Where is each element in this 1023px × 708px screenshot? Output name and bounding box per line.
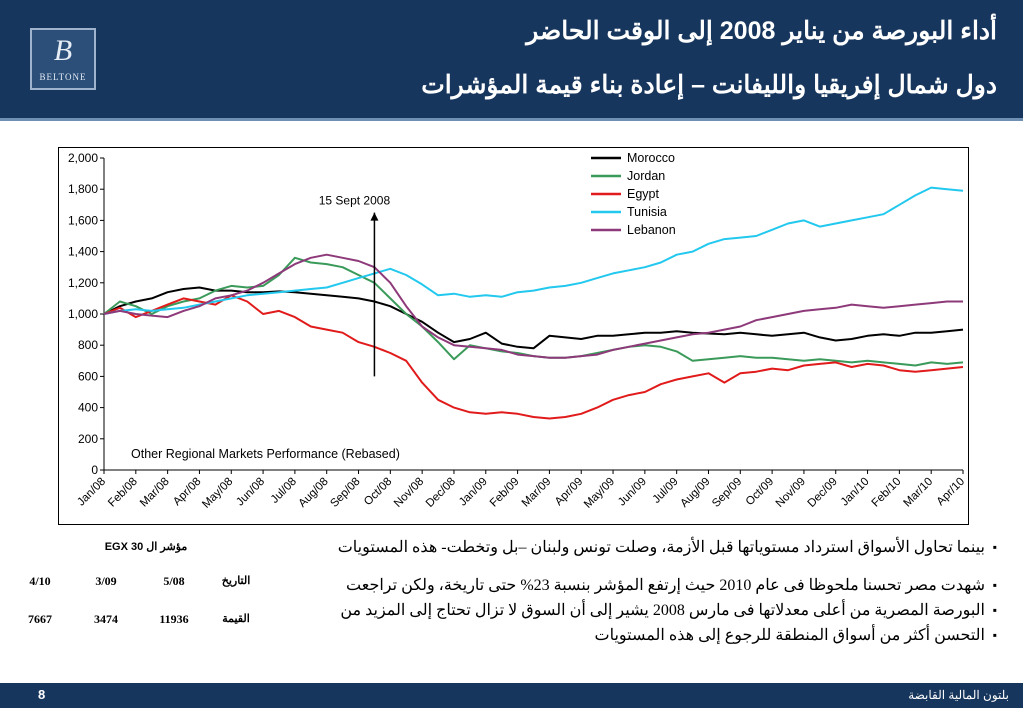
x-tick-label: Apr/09 (553, 476, 585, 508)
footer-company: بلتون المالية القابضة (908, 688, 1009, 702)
line-chart: 0 200 400 600 800 1,000 1,200 1,400 1,600 1,800 2,… (68, 151, 967, 511)
y-tick-label: 1,200 (68, 276, 98, 290)
legend-label: Egypt (627, 187, 659, 201)
series-line-morocco (103, 286, 964, 350)
egx-value-cell: 11936 (159, 612, 189, 626)
x-tick-label: Oct/08 (362, 476, 394, 508)
x-tick-label: Mar/08 (138, 476, 172, 510)
x-tick-label: Aug/08 (297, 476, 331, 510)
header-divider (0, 118, 1023, 121)
egx-value-cell: 7667 (28, 612, 52, 626)
y-tick-label: 0 (91, 463, 98, 477)
x-tick-label: Mar/10 (902, 476, 936, 510)
egx-date-label: التاريخ (221, 575, 251, 587)
page-title: أداء البورصة من يناير 2008 إلى الوقت الح… (526, 17, 997, 45)
y-tick-label: 1,000 (68, 307, 98, 321)
y-tick-label: 1,600 (68, 213, 98, 227)
x-tick-label: Jan/09 (457, 476, 490, 509)
series-line-lebanon (103, 253, 963, 359)
x-tick-label: Jun/09 (616, 476, 649, 509)
x-tick-label: Oct/09 (744, 476, 776, 508)
egx-value-cell: 3474 (94, 612, 118, 626)
x-tick-label: Nov/08 (392, 476, 426, 510)
x-tick-label: Mar/09 (520, 476, 554, 510)
y-tick-label: 200 (78, 432, 98, 446)
annotation-label: 15 Sept 2008 (319, 194, 391, 208)
bullet-text: بينما تحاول الأسواق استرداد مستوياتها قب… (285, 537, 997, 558)
x-tick-label: Feb/10 (870, 476, 904, 510)
y-tick-label: 2,000 (68, 151, 98, 165)
x-tick-label: Apr/08 (171, 476, 203, 508)
egx-date-cell: 5/08 (163, 574, 185, 588)
x-tick-label: Apr/10 (935, 476, 967, 508)
y-tick-label: 400 (78, 401, 98, 415)
footer-bar (0, 683, 1023, 708)
logo-word: BELTONE (39, 72, 87, 82)
y-tick-label: 1,800 (68, 182, 98, 196)
egx-date-cell: 3/09 (95, 574, 117, 588)
series-line-tunisia (103, 186, 964, 315)
x-tick-label: Nov/09 (774, 476, 808, 510)
legend-label: Tunisia (627, 205, 667, 219)
header-bar (0, 0, 1023, 118)
y-tick-label: 800 (78, 338, 98, 352)
x-tick-label: Jan/08 (75, 476, 108, 509)
egx-value-label: القيمة (222, 613, 250, 625)
egx-table-title: مؤشر ال EGX 30 (104, 541, 188, 553)
chart-frame: 0 200 400 600 800 1,000 1,200 1,400 1,600 1,800 2,… (58, 147, 969, 525)
x-tick-label: Sep/08 (328, 476, 362, 510)
x-tick-label: Jul/09 (651, 476, 681, 506)
series-line-jordan (103, 256, 964, 367)
x-tick-label: Dec/09 (806, 476, 840, 510)
legend-label: Jordan (627, 169, 665, 183)
legend-label: Morocco (627, 151, 675, 165)
x-tick-label: Sep/09 (710, 476, 744, 510)
x-tick-label: May/08 (200, 476, 235, 511)
logo-letter: B (53, 34, 73, 67)
page-subtitle: دول شمال إفريقيا والليفانت – إعادة بناء … (421, 71, 997, 99)
x-tick-label: Aug/09 (678, 476, 712, 510)
egx-date-cell: 4/10 (29, 574, 51, 588)
x-tick-label: Feb/08 (106, 476, 140, 510)
company-logo: B BELTONE (30, 28, 96, 90)
bullet-text: شهدت مصر تحسنا ملحوظا فى عام 2010 حيث إر… (285, 575, 997, 596)
bullet-text-continued: البورصة المصرية من أعلى معدلاتها فى مارس… (285, 600, 997, 621)
x-tick-label: Jan/10 (839, 476, 872, 509)
x-tick-label: Jul/08 (269, 476, 299, 506)
chart-title: Other Regional Markets Performance (Reba… (131, 447, 400, 461)
x-tick-label: Jun/08 (234, 476, 267, 509)
annotation-arrow-head (370, 212, 379, 221)
legend-label: Lebanon (627, 223, 676, 237)
bullet-text-continued: التحسن أكثر من أسواق المنطقة للرجوع إلى … (285, 625, 997, 646)
y-tick-label: 1,400 (68, 245, 98, 259)
y-tick-label: 600 (78, 369, 98, 383)
x-tick-label: Dec/08 (424, 476, 458, 510)
series-line-egypt (103, 294, 964, 420)
x-tick-label: Feb/09 (488, 476, 522, 510)
x-tick-label: May/09 (582, 476, 617, 511)
page-number: 8 (38, 687, 46, 702)
